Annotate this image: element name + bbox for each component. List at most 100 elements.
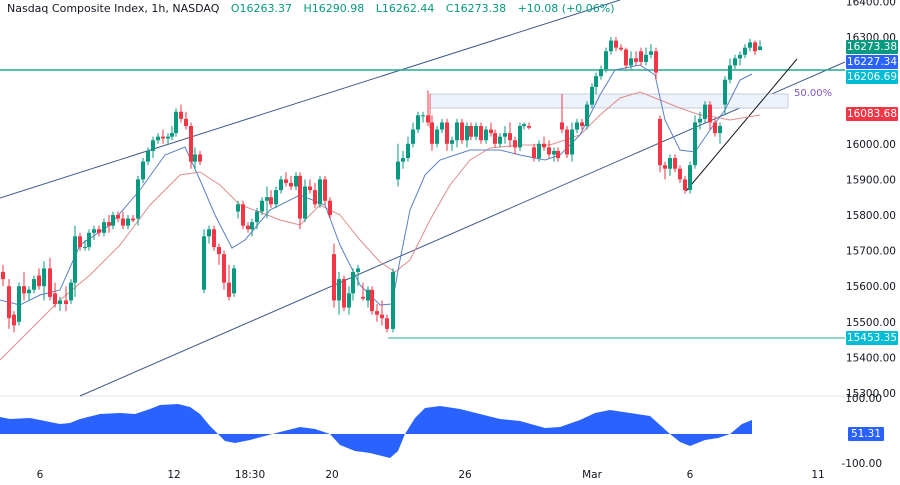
candle xyxy=(518,126,522,148)
candle xyxy=(629,58,633,66)
candle xyxy=(116,215,120,219)
candle xyxy=(644,54,648,62)
candle xyxy=(421,115,425,117)
candle xyxy=(585,104,589,126)
oscillator-axis-label: 100.00 xyxy=(845,393,882,405)
candle xyxy=(455,122,459,141)
candle xyxy=(668,158,672,169)
candle xyxy=(69,282,73,301)
price-axis-label: 15900.00 xyxy=(846,174,896,186)
candle xyxy=(284,179,288,183)
candle xyxy=(639,51,643,62)
candle xyxy=(654,51,658,73)
candle xyxy=(42,268,46,287)
candle xyxy=(332,254,336,301)
candle xyxy=(489,129,493,134)
candle xyxy=(366,289,370,301)
oscillator-axis-label: -100.00 xyxy=(841,458,882,470)
time-axis-label: Mar xyxy=(582,469,602,481)
candle xyxy=(401,158,405,162)
candle xyxy=(619,47,623,50)
candle xyxy=(728,65,732,80)
close-value: C16273.38 xyxy=(445,2,507,15)
candle xyxy=(718,126,722,134)
candle xyxy=(313,190,317,205)
candle xyxy=(32,279,36,290)
candle xyxy=(542,143,546,148)
candle xyxy=(265,197,269,201)
candle xyxy=(121,218,125,226)
candle xyxy=(107,222,111,226)
candle xyxy=(97,229,101,233)
candle xyxy=(27,289,31,294)
candle xyxy=(391,271,395,329)
candle xyxy=(698,118,702,123)
candle xyxy=(198,154,202,162)
price-axis-label: 15800.00 xyxy=(846,210,896,222)
candle xyxy=(7,286,11,319)
candle xyxy=(126,218,130,226)
candle xyxy=(274,190,278,205)
candle xyxy=(166,136,170,139)
candle xyxy=(430,122,434,144)
candle xyxy=(547,147,551,155)
time-axis-label: 26 xyxy=(458,469,472,481)
candle xyxy=(58,300,62,304)
candle xyxy=(560,122,564,130)
candle xyxy=(493,133,497,144)
fast-moving-average xyxy=(0,64,753,306)
price-tag: 16227.34 xyxy=(846,55,898,69)
candle xyxy=(435,129,439,144)
candle xyxy=(708,104,712,123)
candle xyxy=(222,254,226,283)
candle xyxy=(131,218,135,221)
candle xyxy=(232,268,236,294)
candle xyxy=(484,129,488,141)
candle xyxy=(184,118,188,126)
slow-moving-average xyxy=(0,91,761,361)
candle xyxy=(570,129,574,155)
price-tag: 16273.38 xyxy=(846,40,898,54)
candle xyxy=(151,140,155,151)
candle xyxy=(111,215,115,226)
candle xyxy=(688,165,692,191)
candle xyxy=(279,179,283,191)
candle xyxy=(713,122,717,134)
candle xyxy=(17,286,21,322)
candle xyxy=(556,150,560,159)
price-axis-label: 15300.00 xyxy=(846,388,896,400)
candle xyxy=(12,314,16,326)
time-axis-label: 12 xyxy=(167,469,181,481)
candle xyxy=(375,311,379,315)
candle xyxy=(342,279,346,308)
candle xyxy=(227,282,231,297)
candle xyxy=(48,268,52,297)
candle xyxy=(450,140,454,144)
candle xyxy=(207,229,211,237)
candle xyxy=(537,143,541,159)
candle xyxy=(565,129,569,155)
candle xyxy=(474,126,478,137)
candle xyxy=(590,86,594,105)
fib-level-label: 50.00% xyxy=(794,88,833,99)
candle xyxy=(174,111,178,134)
candle xyxy=(217,247,221,255)
candle xyxy=(396,161,400,180)
candle xyxy=(678,168,682,180)
oscillator-area xyxy=(0,404,752,458)
candle xyxy=(250,222,254,230)
candle xyxy=(269,197,273,205)
time-axis-label: 20 xyxy=(325,469,339,481)
candle xyxy=(141,161,145,180)
drawings xyxy=(0,0,846,397)
price-axis-label: 15500.00 xyxy=(846,317,896,329)
candle xyxy=(673,158,677,169)
change-value: +10.08 (+0.06%) xyxy=(517,2,615,15)
candle xyxy=(356,268,360,272)
candle xyxy=(624,49,628,66)
oscillator-value-tag: 51.31 xyxy=(848,427,884,441)
candle xyxy=(743,47,747,55)
candle xyxy=(614,40,618,48)
candle xyxy=(733,58,737,66)
